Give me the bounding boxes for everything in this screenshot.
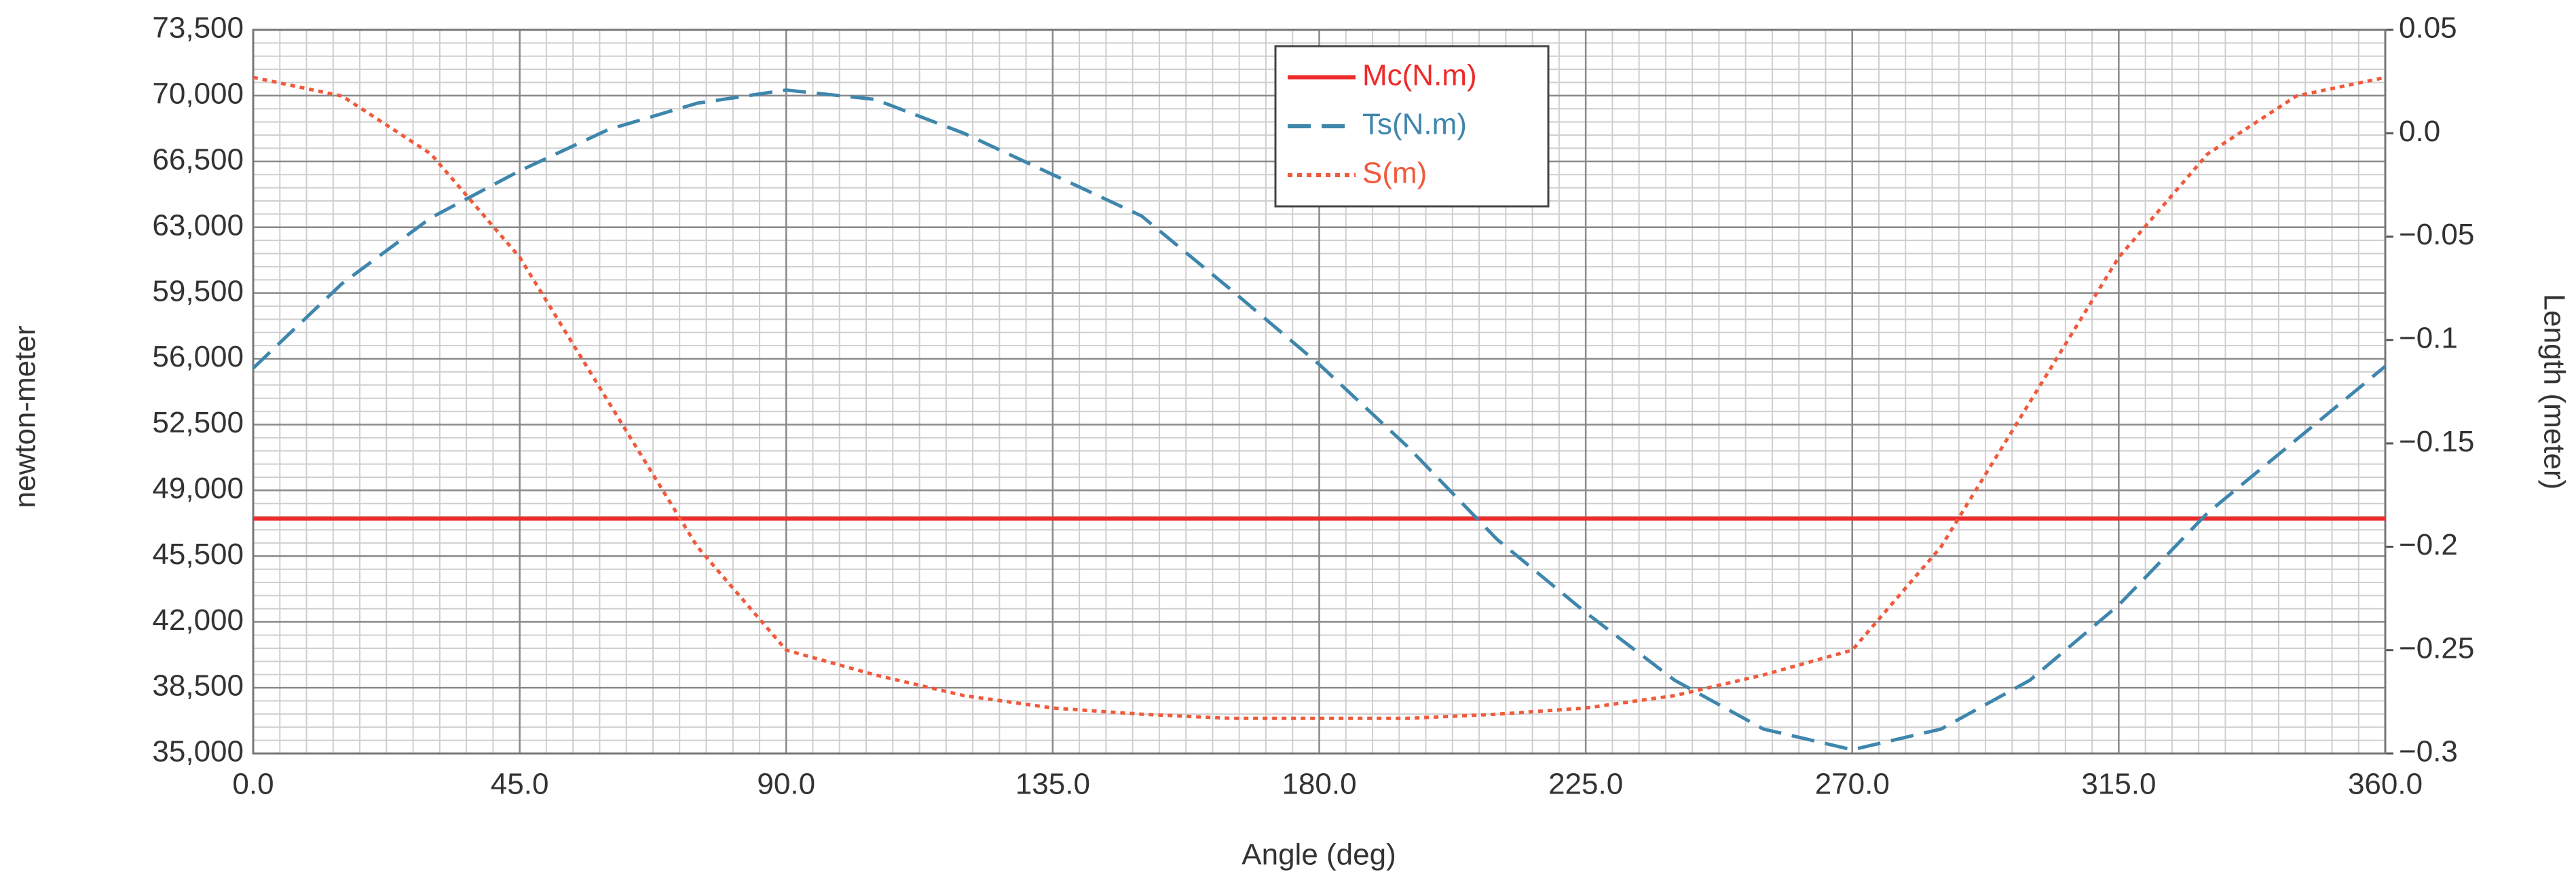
x-axis-title: Angle (deg)	[1242, 838, 1396, 872]
y-tick-label: 63,000	[152, 208, 244, 242]
y-tick-label: 42,000	[152, 603, 244, 637]
plot-frame	[252, 29, 2387, 755]
x-tick-label: 0.0	[232, 768, 274, 801]
y-tick-label: 73,500	[152, 12, 244, 45]
legend-label: S(m)	[1362, 157, 1427, 190]
y-tick-label: 70,000	[152, 77, 244, 111]
y2-tick-label: −0.3	[2399, 735, 2458, 768]
legend-label: Ts(N.m)	[1362, 108, 1467, 141]
y-tick-label: 56,000	[152, 340, 244, 373]
series-line	[252, 88, 2387, 752]
y-tick-label: 38,500	[152, 669, 244, 703]
y2-tick-label: −0.15	[2399, 425, 2474, 458]
legend: Mc(N.m) Ts(N.m) S(m)	[1274, 45, 1550, 208]
y-tick-label: 59,500	[152, 274, 244, 308]
x-tick-label: 315.0	[2081, 768, 2156, 801]
x-tick-label: 90.0	[757, 768, 815, 801]
x-tick-label: 225.0	[1548, 768, 1623, 801]
y-tick-label: 35,000	[152, 735, 244, 768]
legend-box	[1274, 45, 1550, 208]
y2-tick-label: −0.25	[2399, 631, 2474, 665]
x-tick-label: 270.0	[1815, 768, 1890, 801]
y2-tick-label: −0.2	[2399, 528, 2458, 561]
legend-label: Mc(N.m)	[1362, 59, 1477, 92]
y-axis-title: newton-meter	[9, 325, 42, 508]
y-tick-label: 66,500	[152, 143, 244, 176]
y-tick-label: 45,500	[152, 538, 244, 571]
y2-tick-label: 0.0	[2399, 115, 2440, 148]
y-tick-label: 52,500	[152, 406, 244, 439]
y2-tick-label: 0.05	[2399, 12, 2457, 45]
x-tick-label: 45.0	[491, 768, 549, 801]
y-tick-label: 49,000	[152, 472, 244, 505]
x-tick-label: 135.0	[1015, 768, 1090, 801]
x-tick-label: 360.0	[2348, 768, 2423, 801]
y2-tick-label: −0.1	[2399, 321, 2458, 354]
x-tick-label: 180.0	[1282, 768, 1356, 801]
y2-axis-title: Length (meter)	[2537, 294, 2571, 490]
y2-tick-label: −0.05	[2399, 218, 2474, 251]
